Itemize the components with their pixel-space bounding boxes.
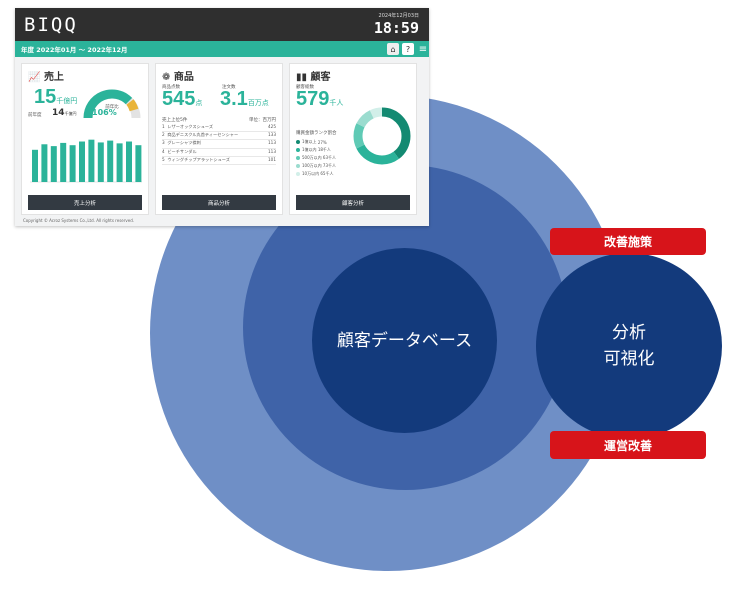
sales-value: 15千億円: [34, 86, 78, 108]
sales-bar: [135, 145, 142, 182]
period-text: 年度 2022年01月 〜 2022年12月: [21, 46, 128, 54]
header-time: 18:59: [373, 19, 419, 37]
sales-panel: 📈 売上 15千億円 前年比 106% 前年度 14千億円 売上分析: [21, 63, 149, 215]
product-count-value: 545点: [162, 88, 203, 110]
sales-rate: 106%: [92, 108, 117, 117]
rank-ratio-title: 購買金額ランク割合: [296, 131, 337, 136]
dashboard-header: BIQQ 2024年12月03日 18:59: [15, 8, 429, 41]
top-products-unit: 単位：百万円: [249, 118, 276, 123]
sales-bar: [116, 143, 123, 182]
donut-segment: [353, 107, 411, 165]
customer-title: ▮▮ 顧客: [296, 72, 331, 83]
product-count-label: 商品点数: [162, 85, 180, 90]
list-item[interactable]: 4 ビーチサンダル 113: [162, 149, 276, 157]
legend-dot: [296, 156, 300, 160]
top-products-list: 1 レザーオックスシューズ 425 2 商品デニスクル丸首ティーセンシャー 133 …: [162, 124, 276, 165]
product-analysis-button[interactable]: 商品分析: [162, 195, 276, 210]
list-item[interactable]: 2 商品デニスクル丸首ティーセンシャー 133: [162, 132, 276, 141]
sales-bar: [79, 141, 85, 182]
legend-item: 10万以内 65千人: [296, 170, 348, 178]
customer-analysis-button[interactable]: 顧客分析: [296, 195, 410, 210]
improvement-measures-tag: 改善施策: [550, 228, 706, 255]
order-count-value: 3.1百万点: [220, 88, 269, 110]
legend-dot: [296, 148, 300, 152]
sales-bar: [60, 142, 67, 182]
customer-donut-chart: [353, 107, 411, 165]
sales-bar: [107, 140, 114, 182]
product-panel: ❁ 商品 商品点数 545点 注文数 3.1百万点 売上上位5件 単位：百万円 …: [155, 63, 283, 215]
legend-item: 1億以内 18千人: [296, 146, 348, 154]
donut-segment: [353, 107, 411, 165]
rank-legend: 1億以上 27% 1億以内 18千人 500万以内 63千人 100万以内 73…: [296, 138, 348, 178]
sales-bar: [88, 139, 95, 182]
list-item[interactable]: 1 レザーオックスシューズ 425: [162, 124, 276, 133]
period-bar: 年度 2022年01月 〜 2022年12月 ⌂ ? ≡: [15, 41, 429, 57]
list-item[interactable]: 3 グレーシャツ襟刺 113: [162, 140, 276, 149]
analysis-label: 分析: [612, 323, 646, 343]
customer-panel: ▮▮ 顧客 顧客総数 579千人 購買金額ランク割合 1億以上 27% 1億以内…: [289, 63, 417, 215]
app-logo: BIQQ: [24, 14, 78, 36]
customer-total-label: 顧客総数: [296, 85, 314, 90]
customer-total-value: 579千人: [296, 88, 344, 110]
sales-yoy-label: 前年度: [28, 113, 42, 118]
sales-analysis-button[interactable]: 売上分析: [28, 195, 142, 210]
legend-dot: [296, 172, 300, 176]
product-title: ❁ 商品: [162, 72, 194, 83]
sales-bar-chart: [30, 139, 142, 183]
legend-item: 500万以内 63千人: [296, 154, 348, 162]
dashboard-screenshot: BIQQ 2024年12月03日 18:59 年度 2022年01月 〜 202…: [15, 8, 429, 226]
customer-database-label: 顧客データベース: [336, 330, 473, 351]
menu-icon[interactable]: ≡: [418, 43, 428, 55]
sales-bar: [126, 141, 132, 182]
operations-improvement-tag: 運営改善: [550, 431, 706, 459]
legend-dot: [296, 164, 300, 168]
sales-bar: [32, 149, 38, 182]
legend-item: 1億以上 27%: [296, 138, 348, 146]
gauge-label: 前年比: [105, 103, 119, 110]
sales-title: 📈 売上: [28, 72, 64, 83]
customer-database-circle: 顧客データベース: [312, 248, 497, 433]
list-item[interactable]: 5 ウィングチップアラットシューズ 101: [162, 157, 276, 165]
sales-bar: [69, 145, 76, 182]
sales-bar: [41, 144, 48, 182]
header-date: 2024年12月03日: [378, 13, 419, 19]
home-icon[interactable]: ⌂: [387, 43, 399, 55]
sales-gauge: 前年比: [83, 89, 141, 119]
sales-bar: [97, 142, 104, 182]
order-count-label: 注文数: [222, 85, 236, 90]
legend-dot: [296, 140, 300, 144]
sales-bar: [50, 146, 57, 182]
top-products-title: 売上上位5件: [162, 118, 188, 123]
sales-yoy-value: 14千億円: [52, 108, 77, 118]
legend-item: 100万以内 73千人: [296, 162, 348, 170]
help-icon[interactable]: ?: [402, 43, 414, 55]
copyright-text: Copyright © Acroz Systems Co.,Ltd. All r…: [23, 218, 135, 223]
visualization-label: 可視化: [603, 349, 655, 369]
donut-segment: [353, 107, 411, 165]
analysis-visualization-circle: 分析 可視化: [536, 253, 722, 439]
